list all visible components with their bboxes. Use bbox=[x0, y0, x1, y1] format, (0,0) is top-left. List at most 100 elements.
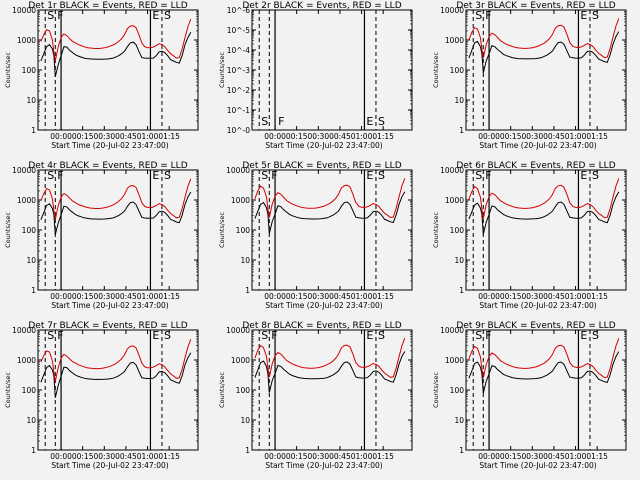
y-tick-label: 1 bbox=[459, 286, 464, 295]
panel-det3: Det 3r BLACK = Events, RED = LLD Counts/s… bbox=[432, 1, 627, 150]
plot-frame bbox=[37, 169, 199, 291]
panel-det5: Det 5r BLACK = Events, RED = LLD Counts/s… bbox=[218, 161, 413, 310]
panel-det7: Det 7r BLACK = Events, RED = LLD Counts/s… bbox=[4, 321, 199, 470]
y-tick-label: 100 bbox=[450, 66, 465, 75]
x-tick-label: 01:15 bbox=[586, 292, 608, 301]
panel-det9: Det 9r BLACK = Events, RED = LLD Counts/s… bbox=[432, 321, 627, 470]
event-flag-label: E bbox=[580, 9, 587, 22]
y-tick-label: 10000 bbox=[440, 166, 464, 175]
x-axis-label: Start Time (20-Jul-02 23:47:00) bbox=[51, 141, 168, 150]
y-tick-label: 10000 bbox=[12, 326, 36, 335]
x-tick-label: 00:15 bbox=[286, 132, 308, 141]
x-tick-label: 00:00 bbox=[50, 132, 72, 141]
event-flag-label: E bbox=[152, 329, 159, 342]
event-flag-label: S bbox=[164, 169, 171, 182]
y-tick-label: 1000 bbox=[231, 196, 250, 205]
x-axis-label: Start Time (20-Jul-02 23:47:00) bbox=[479, 141, 596, 150]
x-tick-label: 00:15 bbox=[72, 292, 94, 301]
y-axis-label: Counts/sec bbox=[4, 212, 12, 248]
x-tick-label: 00:30 bbox=[307, 292, 329, 301]
event-flag-label: S bbox=[47, 9, 54, 22]
event-flag-label: F bbox=[57, 9, 63, 22]
panel-title: Det 5r BLACK = Events, RED = LLD bbox=[242, 161, 401, 171]
y-tick-label: 1000 bbox=[17, 36, 36, 45]
panel-det1: Det 1r BLACK = Events, RED = LLD Counts/s… bbox=[4, 1, 199, 150]
panel-title: Det 1r BLACK = Events, RED = LLD bbox=[28, 1, 187, 11]
panel-title: Det 9r BLACK = Events, RED = LLD bbox=[456, 321, 615, 331]
series-line-lld bbox=[468, 178, 620, 219]
x-tick-label: 00:45 bbox=[543, 452, 565, 461]
event-flag-label: S bbox=[378, 329, 385, 342]
y-tick-label: 10000 bbox=[440, 6, 464, 15]
x-tick-label: 00:15 bbox=[500, 132, 522, 141]
x-tick-label: 00:15 bbox=[72, 132, 94, 141]
x-tick-label: 00:30 bbox=[93, 292, 115, 301]
x-tick-label: 01:00 bbox=[137, 452, 159, 461]
series-line-events bbox=[254, 351, 406, 393]
x-tick-label: 00:30 bbox=[521, 132, 543, 141]
y-tick-label: 10 bbox=[240, 416, 250, 425]
y-tick-label: 1 bbox=[245, 286, 250, 295]
x-axis-label: Start Time (20-Jul-02 23:47:00) bbox=[51, 301, 168, 310]
x-tick-label: 00:30 bbox=[307, 132, 329, 141]
plot-frame bbox=[37, 329, 199, 451]
x-tick-label: 00:15 bbox=[500, 292, 522, 301]
y-axis-label: Counts/sec bbox=[4, 52, 12, 88]
x-tick-label: 00:30 bbox=[521, 292, 543, 301]
x-tick-label: 01:00 bbox=[137, 292, 159, 301]
x-tick-label: 00:15 bbox=[286, 452, 308, 461]
x-axis-label: Start Time (20-Jul-02 23:47:00) bbox=[479, 461, 596, 470]
event-flag-label: S bbox=[261, 169, 268, 182]
panel-det2: Det 2r BLACK = Events, RED = LLD Counts/s… bbox=[218, 1, 413, 150]
x-tick-label: 00:00 bbox=[264, 292, 286, 301]
x-tick-label: 01:00 bbox=[565, 452, 587, 461]
series-line-lld bbox=[40, 339, 192, 382]
x-tick-label: 00:00 bbox=[264, 132, 286, 141]
x-tick-label: 01:15 bbox=[586, 452, 608, 461]
series-line-lld bbox=[254, 178, 406, 219]
panel-det8: Det 8r BLACK = Events, RED = LLD Counts/s… bbox=[218, 321, 413, 470]
event-flag-label: E bbox=[366, 169, 373, 182]
plot-frame bbox=[37, 9, 199, 131]
y-tick-label: 10000 bbox=[440, 326, 464, 335]
x-axis-label: Start Time (20-Jul-02 23:47:00) bbox=[479, 301, 596, 310]
y-tick-label: 1000 bbox=[445, 196, 464, 205]
x-tick-label: 01:15 bbox=[158, 452, 180, 461]
y-axis-label: Counts/sec bbox=[218, 212, 226, 248]
plot-frame bbox=[465, 9, 627, 131]
x-tick-label: 00:45 bbox=[329, 292, 351, 301]
x-tick-label: 00:00 bbox=[264, 452, 286, 461]
event-flag-label: F bbox=[57, 329, 63, 342]
x-tick-label: 01:15 bbox=[158, 292, 180, 301]
series-line-lld bbox=[254, 337, 406, 378]
y-tick-label: 10000 bbox=[226, 326, 250, 335]
event-flag-label: E bbox=[580, 329, 587, 342]
event-flag-label: F bbox=[485, 329, 491, 342]
series-line-events bbox=[40, 352, 192, 398]
event-flag-label: F bbox=[271, 329, 277, 342]
panel-det4: Det 4r BLACK = Events, RED = LLD Counts/s… bbox=[4, 161, 199, 310]
y-tick-label: 1000 bbox=[445, 36, 464, 45]
y-tick-label: 1000 bbox=[17, 196, 36, 205]
y-tick-label: 1 bbox=[31, 446, 36, 455]
y-tick-label: 1 bbox=[245, 446, 250, 455]
y-tick-label: 100 bbox=[22, 226, 37, 235]
event-flag-label: S bbox=[47, 169, 54, 182]
y-tick-label: 10^-3 bbox=[227, 66, 251, 75]
panel-title: Det 2r BLACK = Events, RED = LLD bbox=[242, 1, 401, 11]
event-flag-label: S bbox=[378, 169, 385, 182]
plot-frame bbox=[251, 9, 413, 131]
event-flag-label: S bbox=[164, 9, 171, 22]
y-tick-label: 1 bbox=[459, 126, 464, 135]
event-flag-label: S bbox=[164, 329, 171, 342]
x-tick-label: 01:00 bbox=[565, 132, 587, 141]
y-tick-label: 10^-2 bbox=[227, 86, 251, 95]
x-axis-label: Start Time (20-Jul-02 23:47:00) bbox=[265, 141, 382, 150]
y-tick-label: 100 bbox=[22, 386, 37, 395]
panel-det6: Det 6r BLACK = Events, RED = LLD Counts/s… bbox=[432, 161, 627, 310]
x-tick-label: 00:00 bbox=[478, 292, 500, 301]
x-tick-label: 01:15 bbox=[372, 452, 394, 461]
x-tick-label: 00:15 bbox=[286, 292, 308, 301]
series-line-lld bbox=[40, 178, 192, 220]
x-tick-label: 00:15 bbox=[500, 452, 522, 461]
